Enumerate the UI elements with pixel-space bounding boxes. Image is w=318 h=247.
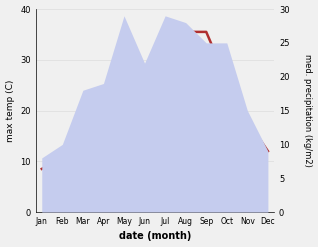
Y-axis label: max temp (C): max temp (C) bbox=[5, 79, 15, 142]
Y-axis label: med. precipitation (kg/m2): med. precipitation (kg/m2) bbox=[303, 54, 313, 167]
X-axis label: date (month): date (month) bbox=[119, 231, 191, 242]
